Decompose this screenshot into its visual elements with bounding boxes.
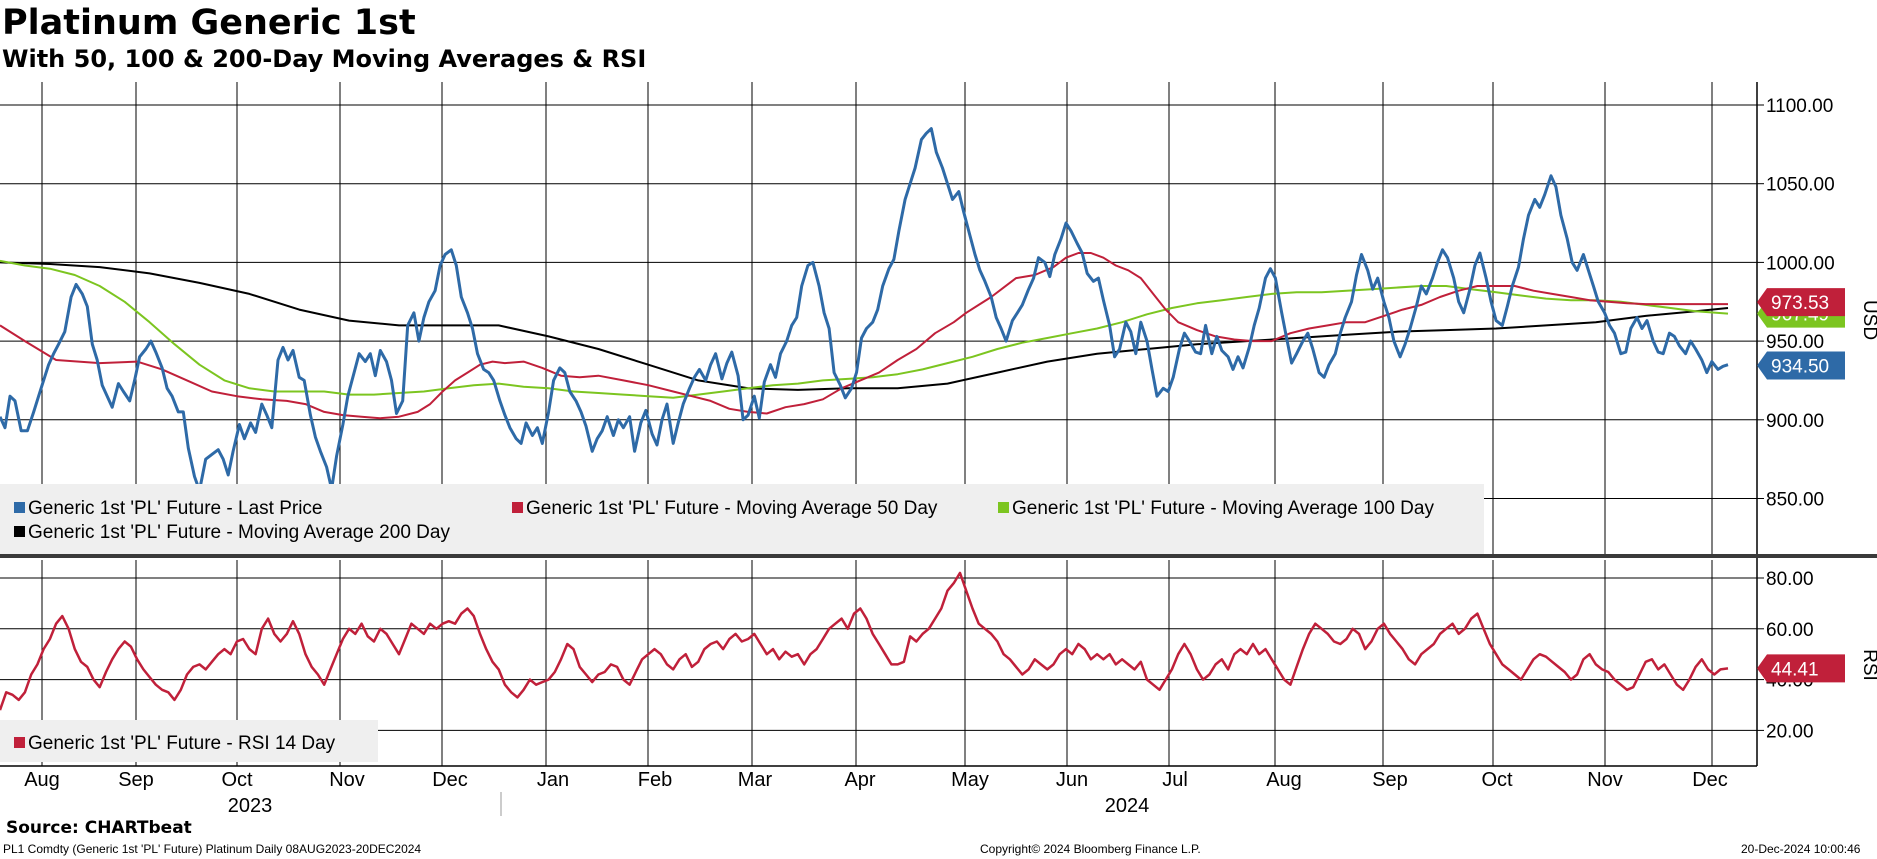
footer-timestamp: 20-Dec-2024 10:00:46 [1741,842,1861,856]
x-year-label: 2023 [228,795,273,817]
rsi-last-value: 44.41 [1771,659,1819,680]
x-tick-label: Jun [1056,769,1088,791]
x-tick-label: Oct [1481,769,1513,791]
x-tick-label: Feb [638,769,672,791]
price-legend-bg [0,484,1484,554]
price-tick-label: 950.00 [1766,332,1824,353]
last-price-line [0,127,1729,493]
price-tick-label: 850.00 [1766,490,1824,511]
legend-ma200-swatch [14,526,25,537]
ma50-last-value-bg [1757,288,1845,317]
last-price-value: 934.50 [1771,356,1829,377]
chart-subtitle: With 50, 100 & 200-Day Moving Averages &… [2,45,647,73]
panel-divider [0,554,1877,558]
x-tick-label: Dec [432,769,468,791]
price-axis-label: USD [1859,300,1877,340]
price-tick-label: 900.00 [1766,411,1824,432]
rsi-legend-bg [0,720,378,762]
x-tick-label: Apr [844,769,875,791]
legend-last-price: Generic 1st 'PL' Future - Last Price [28,498,322,519]
ma50-last-value: 973.53 [1771,293,1829,314]
legend-rsi-swatch [14,737,25,748]
rsi-line [0,571,1729,711]
x-tick-label: Nov [329,769,365,791]
ma200-line [0,261,1729,391]
rsi-tick-label: 60.00 [1766,620,1814,641]
last-price-value-bg [1757,351,1845,380]
legend-ma100: Generic 1st 'PL' Future - Moving Average… [1012,498,1434,519]
rsi-tick-label: 20.00 [1766,721,1814,742]
footer-copyright: Copyright© 2024 Bloomberg Finance L.P. [980,842,1201,856]
price-tick-label: 1100.00 [1766,96,1833,117]
rsi-axis-label: RSI [1859,649,1877,681]
footer-info: PL1 Comdty (Generic 1st 'PL' Future) Pla… [3,842,422,856]
ma100-line [0,259,1729,399]
chart-title: Platinum Generic 1st [2,3,416,43]
x-tick-label: Dec [1692,769,1728,791]
price-tick-label: 1000.00 [1766,253,1835,274]
x-tick-label: Oct [221,769,253,791]
x-tick-label: Aug [24,769,60,791]
x-tick-label: Aug [1266,769,1302,791]
source-note: Source: CHARTbeat [6,818,192,838]
x-tick-label: May [951,769,989,791]
legend-ma50: Generic 1st 'PL' Future - Moving Average… [526,498,938,519]
x-tick-label: Sep [1372,769,1408,791]
legend-ma100-swatch [998,502,1009,513]
x-year-label: 2024 [1105,795,1150,817]
legend-last-price-swatch [14,502,25,513]
rsi-tick-label: 80.00 [1766,569,1814,590]
price-tick-label: 1050.00 [1766,175,1835,196]
x-tick-label: Mar [738,769,773,791]
x-tick-label: Nov [1587,769,1623,791]
legend-rsi: Generic 1st 'PL' Future - RSI 14 Day [28,733,336,754]
rsi-last-value-bg [1757,654,1845,683]
legend-ma50-swatch [512,502,523,513]
legend-ma200: Generic 1st 'PL' Future - Moving Average… [28,522,450,543]
ma50-line [0,252,1728,420]
x-tick-label: Jul [1162,769,1188,791]
x-tick-label: Jan [537,769,569,791]
x-tick-label: Sep [118,769,154,791]
